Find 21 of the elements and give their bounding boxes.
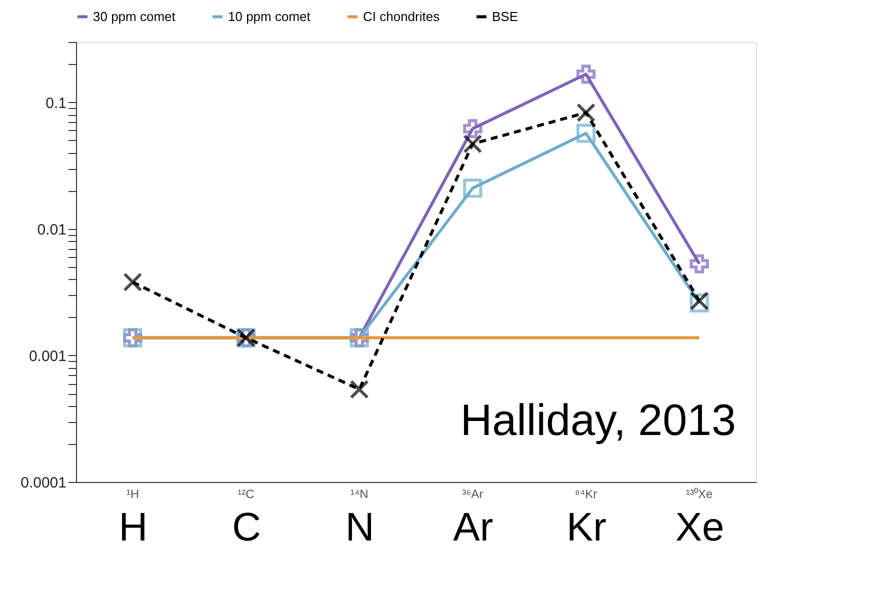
legend-label: 30 ppm comet (93, 8, 176, 24)
text: ¹⁴N (350, 487, 368, 501)
annotation: Halliday, 2013 (460, 396, 736, 445)
text: ³⁶Ar (462, 487, 484, 501)
legend-label: CI chondrites (363, 8, 440, 24)
legend-label: 10 ppm comet (228, 8, 311, 24)
y-tick-label: 0.0001 (20, 474, 66, 492)
text: ¹²C (238, 487, 255, 501)
text: ⁸⁴Kr (574, 487, 598, 501)
x-tick-label: Kr (566, 506, 606, 550)
y-tick-label: 0.01 (37, 221, 66, 238)
x-tick-label: C (232, 506, 261, 550)
text: ¹³⁰Xe (686, 487, 713, 501)
text: ¹H (126, 487, 140, 501)
x-tick-label: Xe (675, 506, 724, 550)
x-tick-label: H (118, 506, 148, 550)
y-tick-label: 0.001 (28, 348, 66, 365)
x-tick-label: Ar (453, 506, 494, 550)
x-tick-label: N (345, 506, 374, 550)
y-tick-label: 0.1 (46, 94, 66, 112)
legend-label: BSE (492, 8, 518, 24)
